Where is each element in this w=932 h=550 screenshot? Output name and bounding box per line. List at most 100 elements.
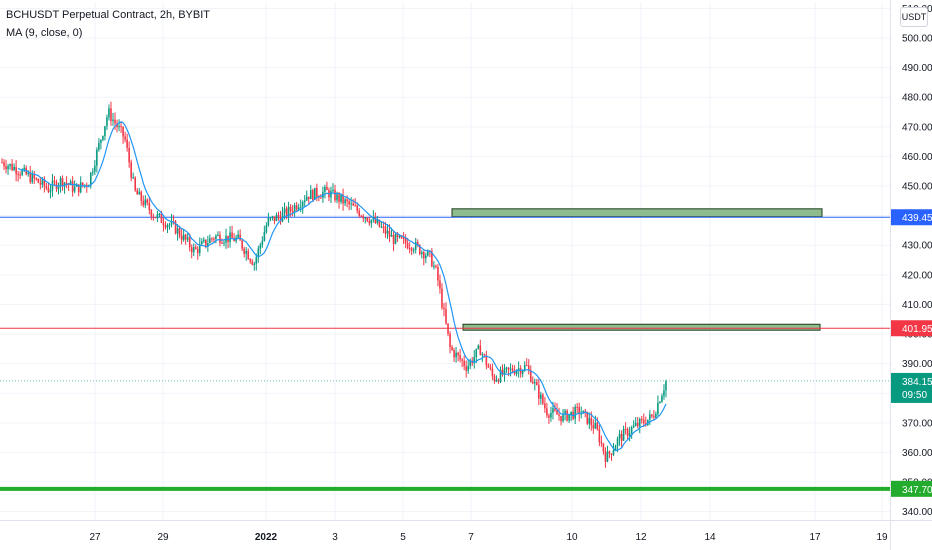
candle	[265, 225, 268, 233]
y-tick-label: 480.00	[902, 93, 932, 104]
candle	[124, 136, 126, 140]
candle	[665, 381, 667, 391]
candle	[503, 367, 506, 375]
candle	[71, 181, 74, 192]
candle	[283, 208, 286, 213]
candle	[61, 178, 64, 187]
candle	[229, 232, 231, 243]
candle	[186, 237, 189, 240]
candle	[410, 248, 413, 251]
candle	[164, 225, 167, 228]
candle	[592, 425, 595, 429]
candle	[445, 309, 447, 324]
candle	[281, 212, 284, 222]
currency-button[interactable]: USDT	[900, 7, 928, 27]
candle	[237, 234, 239, 238]
candle	[455, 352, 457, 358]
candle	[517, 368, 520, 371]
candle	[261, 240, 264, 245]
x-tick-label: 5	[400, 532, 406, 543]
candle	[501, 369, 504, 375]
candle	[376, 219, 379, 223]
candle	[610, 453, 613, 455]
candle	[640, 419, 643, 421]
zone-rectangle[interactable]	[462, 323, 821, 331]
candle	[92, 171, 94, 173]
candle	[425, 255, 427, 259]
candle	[303, 200, 306, 203]
candle	[320, 197, 322, 199]
candle	[158, 213, 161, 215]
candle	[628, 433, 631, 437]
candle	[651, 414, 653, 417]
candle	[604, 451, 607, 462]
candle	[162, 222, 165, 226]
candle	[352, 203, 354, 206]
candle	[257, 248, 260, 258]
price-label: 439.45	[902, 213, 932, 224]
candle	[542, 394, 544, 404]
candle	[65, 182, 68, 184]
candle	[602, 443, 605, 452]
candle	[43, 179, 46, 187]
candle	[41, 179, 44, 185]
candle	[96, 149, 98, 166]
candle	[120, 125, 122, 127]
candle	[215, 235, 217, 240]
candle	[178, 228, 181, 237]
candle	[112, 119, 114, 121]
indicator-legend[interactable]: MA (9, close, 0)	[6, 27, 83, 39]
candle	[584, 410, 587, 412]
candle	[77, 184, 80, 193]
candle	[196, 248, 199, 254]
candle	[418, 245, 421, 255]
candle	[192, 247, 195, 253]
candle	[380, 226, 383, 228]
candle	[23, 167, 25, 171]
candle	[550, 412, 552, 418]
candle	[507, 367, 510, 370]
candle	[150, 210, 153, 217]
candle	[247, 251, 250, 260]
candle	[439, 280, 441, 289]
candle	[67, 183, 70, 186]
candle	[130, 162, 132, 178]
candle	[160, 213, 163, 223]
price-label: 401.95	[902, 324, 932, 335]
price-label-bg	[891, 209, 932, 226]
zone-rectangle[interactable]	[451, 208, 823, 218]
candle	[562, 413, 564, 422]
x-tick-label: 17	[809, 532, 821, 543]
candle	[136, 190, 139, 195]
candle	[241, 240, 243, 249]
candle	[63, 182, 66, 187]
candle	[106, 117, 108, 127]
candle	[289, 206, 292, 211]
candle	[291, 210, 294, 213]
x-tick-label: 29	[157, 532, 169, 543]
candle	[144, 199, 147, 206]
candle	[340, 194, 342, 202]
candle	[525, 365, 528, 367]
candle	[451, 347, 453, 350]
candle	[13, 167, 15, 170]
candle	[515, 370, 518, 374]
candle	[499, 369, 502, 382]
candle	[580, 413, 583, 415]
candle	[11, 164, 13, 170]
y-tick-label: 390.00	[902, 359, 932, 370]
candle	[400, 236, 403, 239]
candle	[374, 217, 377, 223]
candle	[142, 200, 145, 206]
y-tick-label: 470.00	[902, 122, 932, 133]
candle	[269, 217, 272, 219]
y-tick-label: 500.00	[902, 34, 932, 45]
candle	[213, 238, 215, 240]
x-tick-label: 7	[468, 532, 474, 543]
candle	[358, 210, 361, 216]
candle	[616, 438, 619, 447]
candle	[384, 226, 387, 234]
candle	[473, 356, 476, 364]
candle	[39, 182, 42, 185]
